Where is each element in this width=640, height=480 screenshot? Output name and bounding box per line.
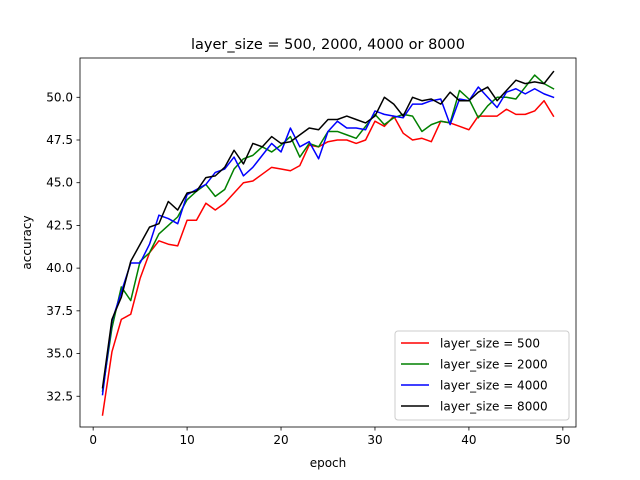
x-tick-label: 30 <box>367 433 382 447</box>
x-tick-label: 20 <box>273 433 288 447</box>
y-tick-label: 50.0 <box>46 90 73 104</box>
y-tick-label: 47.5 <box>46 133 73 147</box>
axis-ticks: 0 10 20 30 40 50 32.5 35.0 37.5 40.0 42.5 45.0 47.5 5… <box>46 90 570 447</box>
legend-label-3: layer_size = 8000 <box>440 400 548 414</box>
x-tick-label: 0 <box>89 433 97 447</box>
y-tick-label: 40.0 <box>46 261 73 275</box>
x-tick-label: 40 <box>461 433 476 447</box>
x-axis-label: epoch <box>310 456 347 470</box>
legend-label-0: layer_size = 500 <box>440 337 540 351</box>
series-lines <box>101 70 555 416</box>
plot-frame <box>79 57 577 428</box>
x-tick-label: 10 <box>179 433 194 447</box>
x-tick-label: 50 <box>555 433 570 447</box>
y-tick-label: 35.0 <box>46 347 73 361</box>
series-line-2 <box>101 86 555 396</box>
legend-label-1: layer_size = 2000 <box>440 358 548 372</box>
y-tick-label: 32.5 <box>46 389 73 403</box>
legend-label-2: layer_size = 4000 <box>440 379 548 393</box>
legend-box <box>394 330 570 421</box>
y-tick-label: 45.0 <box>46 176 73 190</box>
y-tick-label: 42.5 <box>46 218 73 232</box>
series-line-0 <box>101 99 555 416</box>
chart-title: layer_size = 500, 2000, 4000 or 8000 <box>191 37 465 53</box>
y-tick-label: 37.5 <box>46 304 73 318</box>
legend: layer_size = 500 layer_size = 2000 layer_s… <box>394 330 570 421</box>
series-line-3 <box>101 70 555 389</box>
y-axis-label: accuracy <box>20 215 34 269</box>
